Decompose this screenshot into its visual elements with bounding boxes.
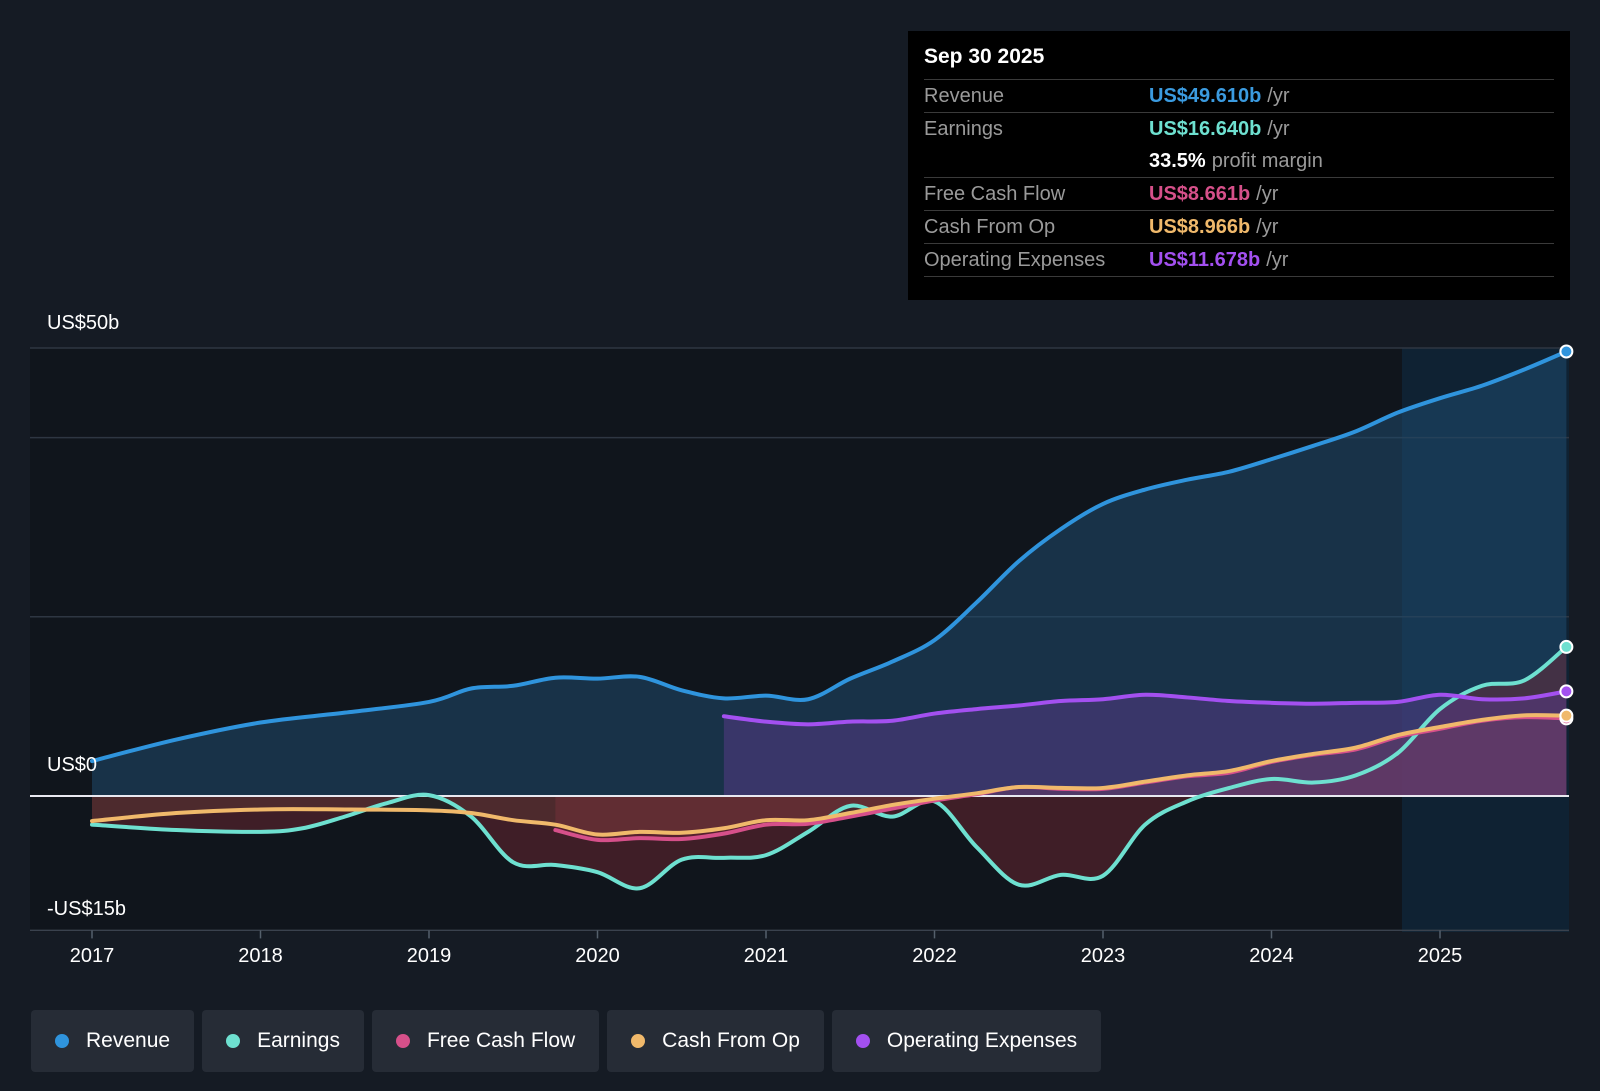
legend-item-revenue[interactable]: Revenue	[31, 1010, 195, 1072]
x-tick-label: 2017	[69, 945, 115, 967]
tooltip-label: Free Cash Flow	[924, 182, 1066, 205]
legend-dot-icon	[226, 1034, 241, 1048]
x-tick-label: 2021	[743, 945, 789, 967]
x-tick-label: 2019	[406, 945, 452, 967]
tooltip-unit: /yr	[1256, 215, 1279, 238]
tooltip-date: Sep 30 2025	[924, 45, 1554, 80]
legend-label: Operating Expenses	[886, 1029, 1078, 1052]
tooltip-unit: /yr	[1267, 84, 1290, 107]
tooltip-unit: /yr	[1266, 248, 1289, 271]
tooltip: Sep 30 2025 Revenue US$49.610b/yr Earnings…	[908, 31, 1570, 300]
tooltip-unit: /yr	[1256, 182, 1279, 205]
tooltip-unit: /yr	[1267, 117, 1290, 140]
legend-label: Revenue	[86, 1029, 171, 1052]
x-tick-label: 2025	[1417, 945, 1463, 967]
legend-label: Earnings	[257, 1029, 340, 1052]
tooltip-label: Earnings	[924, 117, 1003, 140]
legend-item-cash-from-op[interactable]: Cash From Op	[607, 1010, 824, 1072]
tooltip-label: Revenue	[924, 84, 1005, 107]
y-tick-label-zero: US$0	[47, 754, 98, 776]
tooltip-value: US$8.661b	[1149, 182, 1251, 205]
tooltip-value: US$8.966b	[1149, 215, 1251, 238]
tooltip-value: US$16.640b	[1149, 117, 1262, 140]
tooltip-row: Free Cash Flow US$8.661b/yr	[924, 178, 1554, 211]
tooltip-value: US$49.610b	[1149, 84, 1262, 107]
end-marker-operating-expenses	[1559, 684, 1574, 699]
x-tick-label: 2023	[1080, 945, 1126, 967]
line-cash-from-op	[90, 713, 1569, 837]
y-tick-label-top: US$50b	[47, 312, 120, 334]
legend-label: Free Cash Flow	[426, 1029, 576, 1052]
tooltip-value: US$11.678b	[1149, 248, 1261, 271]
area-free-cash-flow	[555, 717, 1567, 841]
line-earnings	[90, 644, 1569, 891]
end-marker-cash-from-op	[1559, 708, 1574, 723]
legend-item-operating-expenses[interactable]: Operating Expenses	[831, 1010, 1102, 1072]
legend-dot-icon	[631, 1034, 646, 1048]
legend-dot-icon	[55, 1034, 69, 1048]
area-revenue	[92, 351, 1567, 796]
legend-dot-icon	[395, 1034, 410, 1048]
tooltip-unit: profit margin	[1211, 149, 1323, 172]
end-marker-revenue	[1559, 344, 1574, 359]
area-operating-expenses	[723, 691, 1567, 796]
line-revenue	[90, 349, 1569, 764]
area-cash-from-op	[92, 715, 1567, 835]
x-tick-label: 2022	[912, 945, 957, 967]
line-operating-expenses	[721, 689, 1569, 727]
legend-item-earnings[interactable]: Earnings	[202, 1010, 364, 1072]
legend-dot-icon	[855, 1034, 870, 1048]
tooltip-row: Operating Expenses US$11.678b/yr	[924, 244, 1554, 277]
tooltip-label: Cash From Op	[924, 215, 1056, 238]
tooltip-row: Revenue US$49.610b/yr	[924, 80, 1554, 113]
chart-canvas	[30, 344, 1574, 939]
legend-label: Cash From Op	[662, 1029, 800, 1052]
x-tick-label: 2018	[238, 945, 283, 967]
tooltip-value: 33.5%	[1149, 149, 1206, 172]
x-tick-label: 2024	[1249, 945, 1294, 967]
tooltip-row: Cash From Op US$8.966b/yr	[924, 211, 1554, 244]
tooltip-row: 33.5% profit margin	[924, 145, 1554, 178]
tooltip-row: Earnings US$16.640b/yr	[924, 113, 1554, 145]
legend-item-free-cash-flow[interactable]: Free Cash Flow	[371, 1010, 600, 1072]
legend: Revenue Earnings Free Cash Flow Cash From O…	[31, 1010, 1102, 1072]
y-tick-label-bottom: -US$15b	[47, 898, 126, 920]
x-tick-label: 2020	[575, 945, 620, 967]
tooltip-label: Operating Expenses	[924, 248, 1106, 271]
end-marker-earnings	[1559, 639, 1574, 654]
